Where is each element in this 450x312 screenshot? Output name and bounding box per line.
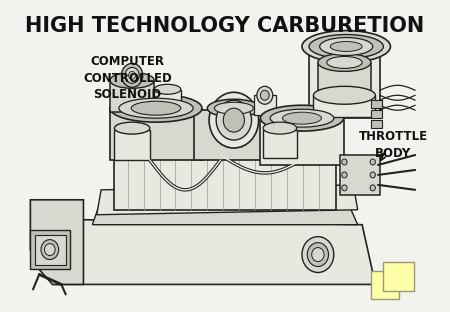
Circle shape	[370, 185, 375, 191]
Ellipse shape	[110, 94, 202, 122]
Circle shape	[342, 185, 347, 191]
Ellipse shape	[283, 112, 321, 124]
Bar	[309, 48, 380, 118]
Circle shape	[223, 108, 244, 132]
Ellipse shape	[330, 41, 362, 51]
Bar	[30, 230, 70, 270]
Bar	[263, 130, 297, 158]
Circle shape	[125, 67, 139, 83]
Bar	[371, 271, 399, 299]
Ellipse shape	[270, 109, 334, 127]
Circle shape	[342, 172, 347, 178]
Text: COMPUTER
CONTROLLED
SOLENOID: COMPUTER CONTROLLED SOLENOID	[83, 56, 172, 101]
Ellipse shape	[263, 122, 297, 134]
Circle shape	[45, 244, 55, 256]
Bar	[194, 110, 274, 160]
Bar	[371, 120, 382, 128]
Bar	[340, 155, 380, 195]
Bar	[314, 95, 375, 117]
Circle shape	[307, 243, 328, 266]
Polygon shape	[30, 200, 83, 285]
Circle shape	[209, 92, 259, 148]
Circle shape	[370, 172, 375, 178]
Ellipse shape	[114, 122, 150, 134]
Circle shape	[257, 86, 273, 104]
Bar	[110, 82, 154, 112]
Circle shape	[261, 90, 269, 100]
Polygon shape	[53, 220, 375, 285]
Ellipse shape	[207, 99, 261, 117]
Ellipse shape	[309, 35, 383, 58]
Circle shape	[41, 240, 58, 260]
Circle shape	[302, 236, 334, 272]
Bar	[254, 95, 276, 115]
Bar	[110, 110, 203, 160]
Text: HIGH TECHNOLOGY CARBURETION: HIGH TECHNOLOGY CARBURETION	[25, 16, 425, 36]
Bar	[261, 120, 344, 165]
Text: THROTTLE
BODY: THROTTLE BODY	[359, 130, 428, 160]
Ellipse shape	[327, 56, 362, 68]
Bar	[371, 110, 382, 118]
Ellipse shape	[320, 37, 373, 56]
Polygon shape	[92, 200, 358, 225]
Bar	[154, 90, 181, 115]
Bar	[383, 261, 414, 291]
Ellipse shape	[131, 101, 181, 115]
Ellipse shape	[314, 86, 375, 104]
Circle shape	[312, 248, 324, 261]
Bar	[35, 235, 66, 265]
Bar	[371, 100, 382, 108]
Ellipse shape	[214, 102, 253, 114]
Ellipse shape	[261, 105, 343, 131]
Polygon shape	[97, 185, 358, 215]
Ellipse shape	[110, 72, 154, 88]
Circle shape	[129, 71, 135, 79]
Ellipse shape	[154, 84, 181, 94]
Ellipse shape	[302, 31, 391, 62]
Circle shape	[216, 100, 252, 140]
Ellipse shape	[318, 53, 371, 71]
Ellipse shape	[119, 98, 193, 118]
Bar	[114, 155, 336, 210]
Bar	[318, 63, 371, 98]
Bar	[114, 130, 150, 160]
Circle shape	[370, 159, 375, 165]
Circle shape	[342, 159, 347, 165]
Circle shape	[122, 63, 143, 87]
